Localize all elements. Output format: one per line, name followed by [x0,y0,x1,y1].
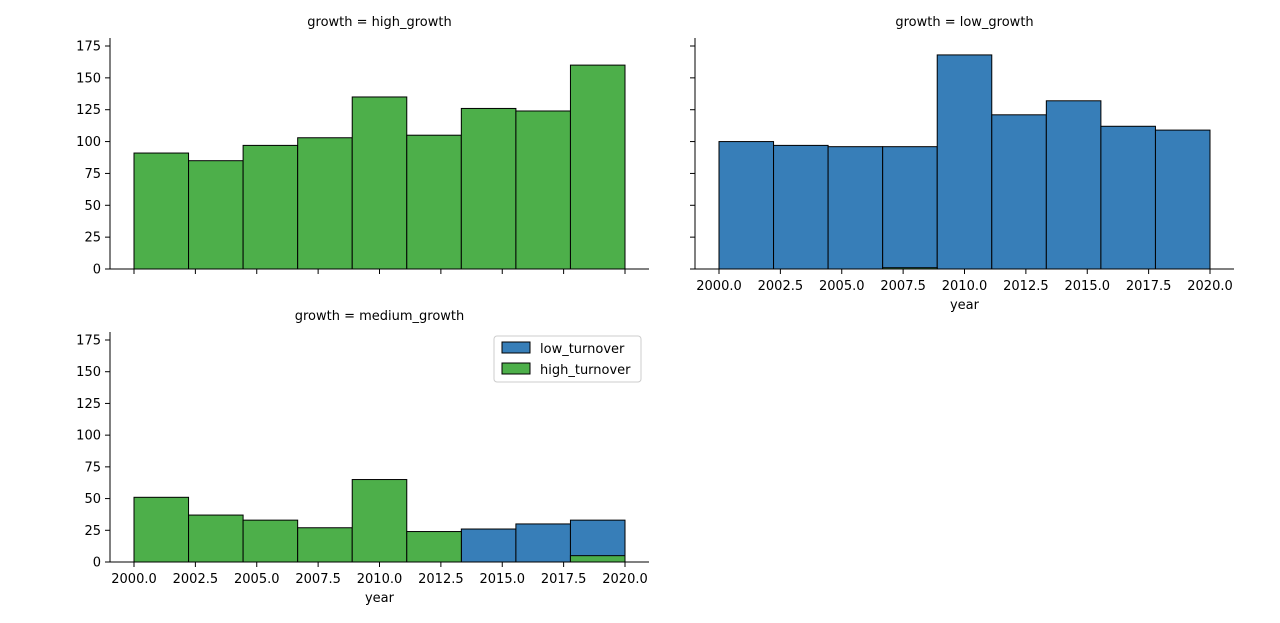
facet-title: growth = medium_growth [295,309,465,324]
bar-high_turnover-8 [569,555,626,563]
x-tick-label: 2000.0 [696,279,742,294]
bars [133,479,626,563]
legend-frame [493,335,642,383]
bar-low_turnover-7 [515,523,571,563]
bars [718,54,1211,270]
x-tick-label: 2017.5 [541,572,587,587]
y-tick-label: 25 [84,231,101,246]
y-tick-label: 50 [84,199,101,214]
bar-high_turnover-5 [406,134,462,270]
axes: 2000.0 2002.5 2005.0 2007.5 2010.0 2012.5 2015… [690,38,1234,294]
bar-high_turnover-8 [569,64,626,270]
x-tick-label: 2007.5 [880,279,926,294]
axes: 0 25 50 75 100 125 150 175 [76,38,649,278]
bar-high_turnover-5 [406,531,462,563]
y-tick-label: 0 [93,263,101,278]
x-tick-label: 2002.5 [173,572,219,587]
legend-label-low-turnover: low_turnover [540,342,625,357]
y-tick-label: 25 [84,524,101,539]
bar-high_turnover-1 [188,160,244,270]
bar-high_turnover-7 [515,110,571,270]
x-tick-label: 2007.5 [295,572,341,587]
bar-high_turnover-3 [297,527,353,563]
legend-swatch-high-turnover [501,362,531,375]
x-tick-label: 2015.0 [480,572,526,587]
bar-low_turnover-0 [718,141,775,270]
y-tick-label: 150 [76,71,101,86]
x-tick-label: 2017.5 [1126,279,1172,294]
bar-low_turnover-5 [991,114,1047,270]
bar-high_turnover-0 [133,152,190,270]
x-tick-label: 2020.0 [1187,279,1233,294]
bar-high_turnover-3 [297,137,353,270]
facet-title: growth = low_growth [895,15,1033,30]
bar-low_turnover-8 [569,519,626,563]
y-tick-label: 125 [76,103,101,118]
bar-high_turnover-4 [351,479,408,563]
legend: low_turnover high_turnover [493,335,642,383]
y-tick-label: 100 [76,135,101,150]
x-axis-label: year [365,591,395,606]
x-tick-label: 2010.0 [942,279,988,294]
bar-low_turnover-4 [936,54,993,270]
y-tick-label: 50 [84,492,101,507]
y-tick-label: 75 [84,167,101,182]
bar-low_turnover-8 [1154,129,1211,270]
bar-high_turnover-4 [351,96,408,270]
legend-label-high-turnover: high_turnover [540,363,631,378]
x-tick-label: 2000.0 [111,572,157,587]
y-tick-label: 175 [76,334,101,349]
x-tick-label: 2012.5 [1003,279,1049,294]
bar-high_turnover-1 [188,514,244,563]
facet-title: growth = high_growth [307,15,451,30]
bar-high_turnover-2 [242,519,299,563]
bar-low_turnover-2 [827,146,884,270]
bar-low_turnover-6 [460,528,517,563]
bar-low_turnover-3 [882,146,938,270]
bar-high_turnover-0 [133,496,190,563]
axes: 0 25 50 75 100 125 150 175 2000.0 2002.5 2005.0 200… [76,332,649,587]
x-axis-label: year [950,298,980,313]
bar-low_turnover-6 [1045,100,1102,270]
x-tick-label: 2002.5 [758,279,804,294]
bar-low_turnover-1 [773,144,829,270]
facet-panel-high-growth: growth = high_growth 0 25 50 75 100 125 150 175 [76,15,649,278]
x-tick-label: 2015.0 [1065,279,1111,294]
y-tick-label: 100 [76,429,101,444]
x-tick-label: 2010.0 [357,572,403,587]
y-tick-label: 75 [84,460,101,475]
bar-high_turnover-2 [242,144,299,270]
facet-panel-low-growth: growth = low_growth 2000.0 2002.5 2005.0 20… [690,15,1234,313]
y-tick-label: 0 [93,556,101,571]
legend-swatch-low-turnover [501,341,531,354]
bar-high_turnover-6 [460,107,517,270]
facet-panel-medium-growth: growth = medium_growth 0 25 50 75 100 125 150 1… [76,309,649,606]
x-tick-label: 2005.0 [819,279,865,294]
x-tick-label: 2020.0 [602,572,648,587]
x-tick-label: 2005.0 [234,572,280,587]
y-tick-label: 150 [76,365,101,380]
y-tick-label: 175 [76,40,101,55]
x-tick-label: 2012.5 [418,572,464,587]
bar-low_turnover-7 [1100,125,1156,270]
bars [133,64,626,270]
y-tick-label: 125 [76,397,101,412]
